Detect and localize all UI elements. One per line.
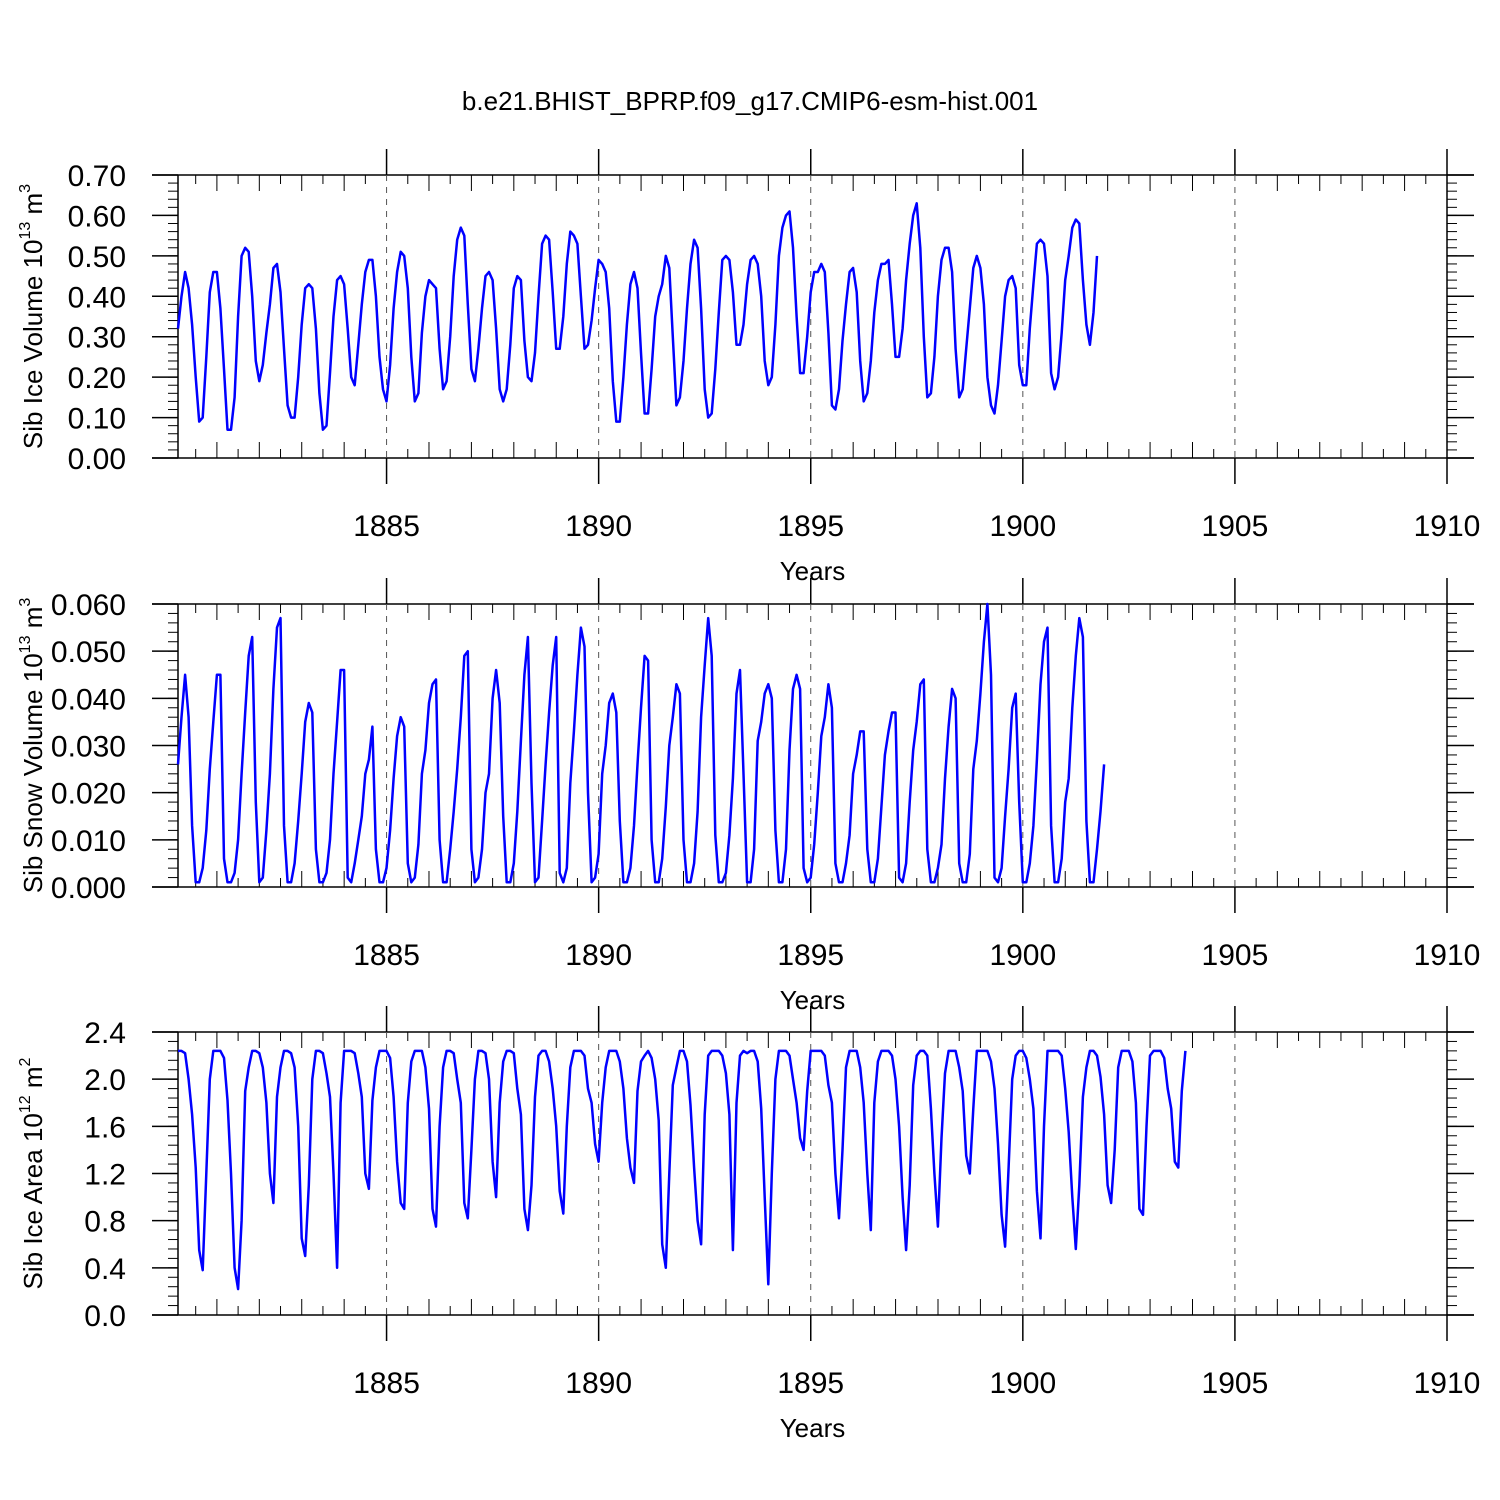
x-tick-label: 1910 (1414, 510, 1481, 543)
x-tick-label: 1895 (777, 1367, 844, 1400)
y-axis-label-text: Sib Ice Area 10 (18, 1113, 48, 1289)
x-tick-label: 1910 (1414, 939, 1481, 972)
y-axis-label-text: Sib Snow Volume 10 (18, 653, 48, 893)
x-axis-label: Years (780, 985, 846, 1015)
y-tick-label: 0.60 (68, 200, 126, 233)
x-tick-label: 1900 (989, 939, 1056, 972)
x-axis-label: Years (780, 1413, 846, 1443)
y-axis-label-exponent: 12 (17, 1095, 34, 1113)
panel-ice-volume: 0.00 0.10 0.20 0.30 0.40 0.50 0.60 0.70 1885 1890… (17, 149, 1480, 586)
y-tick-label: 0.050 (51, 636, 126, 669)
y-tick-label: 1.2 (84, 1159, 126, 1192)
x-axis-label: Years (780, 556, 846, 586)
y-tick-label: 2.0 (84, 1064, 126, 1097)
y-axis-label-exponent: 13 (17, 222, 34, 240)
x-tick-label: 1885 (353, 510, 420, 543)
y-tick-label: 0.10 (68, 403, 126, 436)
x-tick-label: 1905 (1202, 1367, 1269, 1400)
x-tick-label: 1890 (565, 510, 632, 543)
y-axis-label-unit-exponent: 3 (17, 184, 34, 193)
y-axis-label-text: Sib Ice Volume 10 (18, 240, 48, 450)
y-tick-label: 0.0 (84, 1300, 126, 1333)
x-tick-label: 1885 (353, 939, 420, 972)
y-tick-label: 0.060 (51, 589, 126, 622)
y-tick-label: 1.6 (84, 1111, 126, 1144)
y-tick-label: 0.20 (68, 362, 126, 395)
x-tick-label: 1905 (1202, 939, 1269, 972)
panel-ice-area: 0.0 0.4 0.8 1.2 1.6 2.0 2.4 1885 1890 1895 1900 190… (17, 1006, 1480, 1443)
figure-title: b.e21.BHIST_BPRP.f09_g17.CMIP6-esm-hist.… (462, 86, 1038, 116)
y-tick-label: 2.4 (84, 1017, 126, 1050)
y-axis-label-unit-exponent: 2 (17, 1057, 34, 1066)
y-tick-label: 0.30 (68, 322, 126, 355)
y-tick-label: 0.40 (68, 281, 126, 314)
y-tick-label: 0.8 (84, 1206, 126, 1239)
y-axis-label-unit: m (18, 1066, 48, 1095)
y-tick-label: 0.50 (68, 241, 126, 274)
x-tick-label: 1890 (565, 1367, 632, 1400)
y-axis-label-unit: m (18, 607, 48, 636)
y-axis-label-unit-exponent: 3 (17, 598, 34, 607)
y-tick-label: 0.020 (51, 778, 126, 811)
x-tick-label: 1900 (989, 1367, 1056, 1400)
x-tick-label: 1910 (1414, 1367, 1481, 1400)
x-tick-label: 1895 (777, 510, 844, 543)
y-axis-label: Sib Ice Area 1012 m2 (17, 1057, 48, 1289)
y-tick-label: 0.00 (68, 443, 126, 476)
series-line-ice-volume (176, 202, 1099, 431)
x-tick-label: 1890 (565, 939, 632, 972)
x-tick-label: 1895 (777, 939, 844, 972)
x-tick-label: 1905 (1202, 510, 1269, 543)
panel-snow-volume: 0.000 0.010 0.020 0.030 0.040 0.050 0.060 1885 1… (17, 578, 1480, 1015)
series-line-ice-area (178, 1049, 1187, 1291)
y-tick-label: 0.040 (51, 683, 126, 716)
x-tick-label: 1900 (989, 510, 1056, 543)
series-line-snow-volume (176, 602, 1106, 884)
y-tick-label: 0.030 (51, 731, 126, 764)
y-tick-label: 0.010 (51, 825, 126, 858)
y-tick-label: 0.70 (68, 160, 126, 193)
y-tick-label: 0.000 (51, 872, 126, 905)
y-axis-label: Sib Snow Volume 1013 m3 (17, 598, 48, 894)
x-tick-label: 1885 (353, 1367, 420, 1400)
y-axis-label-unit: m (18, 193, 48, 222)
y-axis-label: Sib Ice Volume 1013 m3 (17, 184, 48, 449)
y-axis-label-exponent: 13 (17, 635, 34, 653)
y-tick-label: 0.4 (84, 1253, 126, 1286)
